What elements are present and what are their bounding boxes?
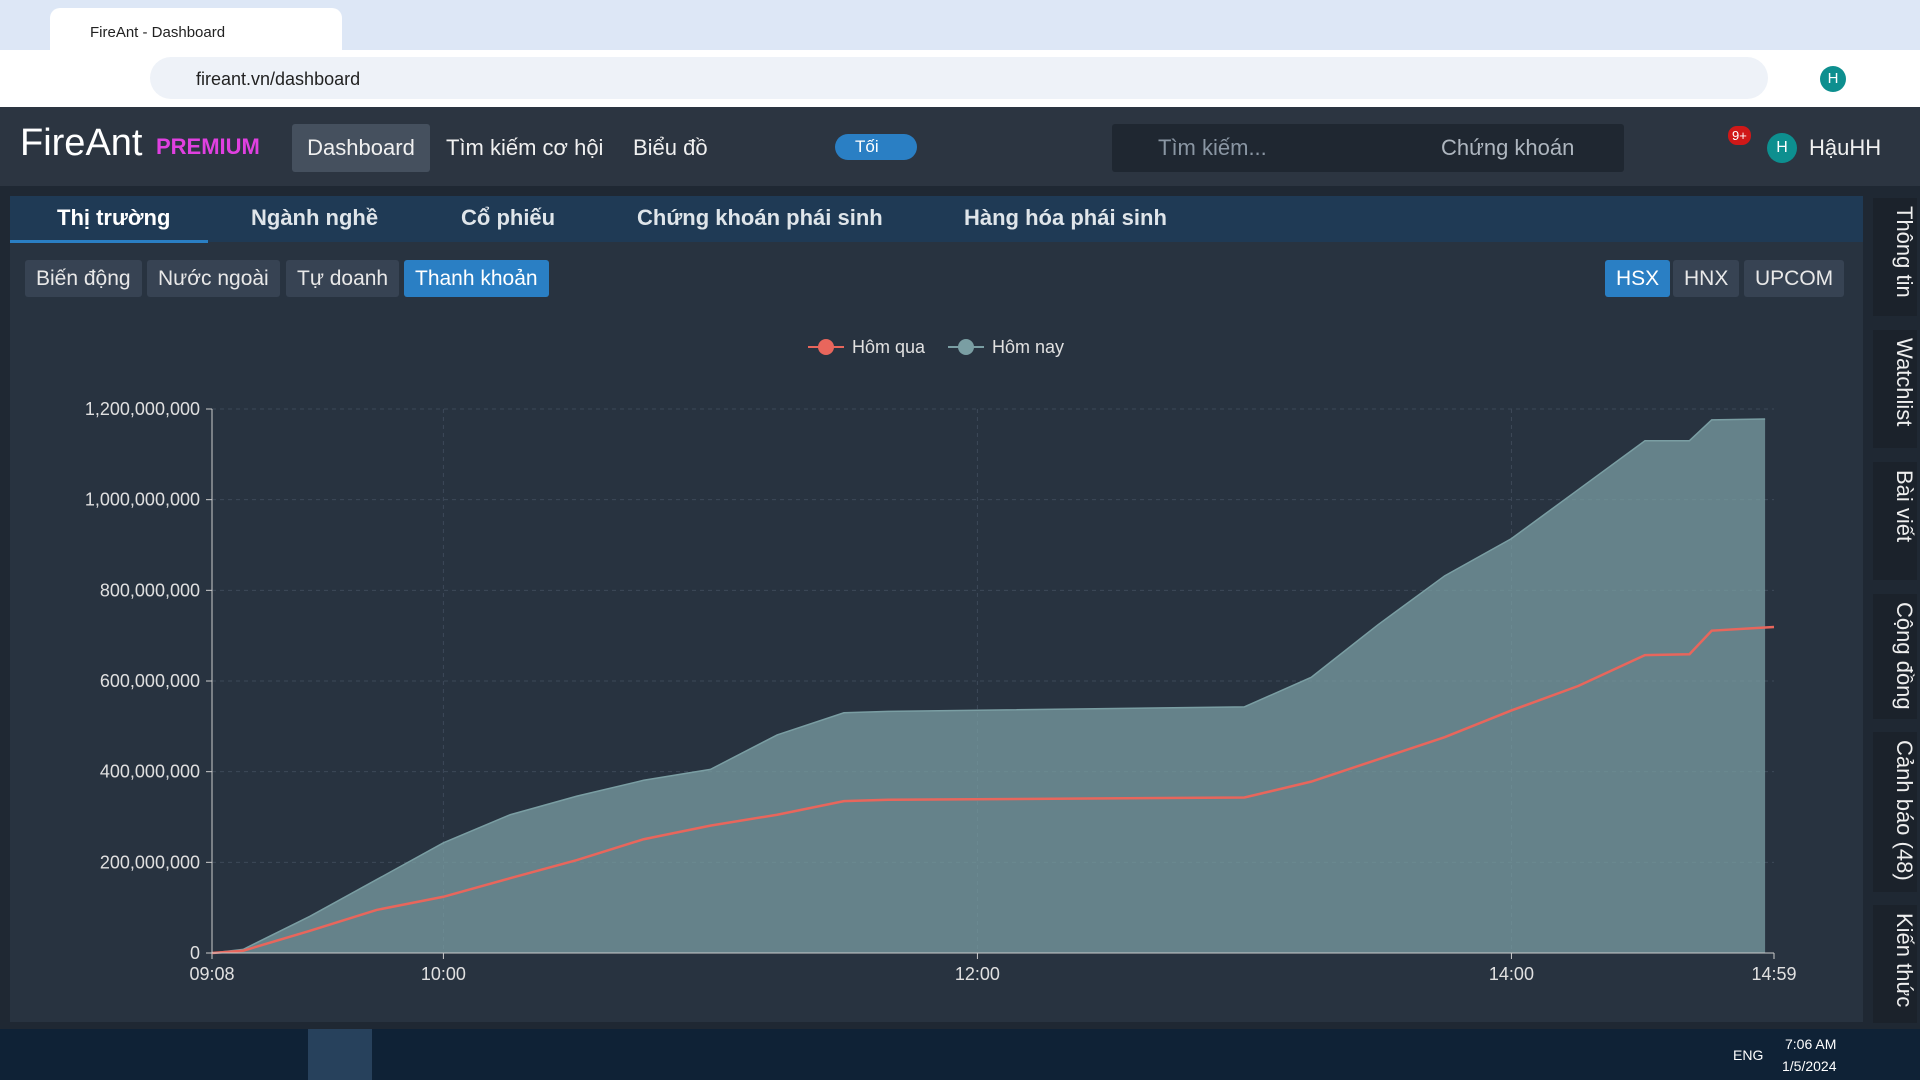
nav-item[interactable]: Dashboard [292, 124, 430, 172]
side-tab[interactable]: Bài viết [1873, 462, 1917, 580]
clock-time: 7:06 AM [1785, 1036, 1837, 1052]
notification-badge: 9+ [1728, 126, 1751, 145]
user-name[interactable]: HậuHH [1809, 135, 1882, 160]
panel-tab[interactable]: Thị trường [57, 205, 171, 230]
search-category[interactable]: Chứng khoán [1441, 135, 1575, 160]
y-tick-label: 200,000,000 [100, 852, 200, 872]
premium: PREMIUM [156, 134, 260, 159]
x-tick-label: 12:00 [955, 964, 1000, 984]
side-tab[interactable]: Watchlist [1873, 330, 1917, 448]
x-tick-label: 14:59 [1751, 964, 1796, 984]
panel-tabs [10, 196, 1863, 242]
address-bar[interactable]: fireant.vn/dashboard [150, 57, 1768, 99]
active-app[interactable] [308, 1029, 372, 1080]
x-tick-label: 14:00 [1489, 964, 1534, 984]
language: ENG [1733, 1047, 1764, 1063]
panel-tab[interactable]: Ngành nghề [251, 205, 379, 230]
y-tick-label: 0 [190, 943, 200, 963]
avatar[interactable]: H [1767, 133, 1797, 163]
taskbar [0, 1029, 1920, 1080]
panel-tab[interactable]: Hàng hóa phái sinh [964, 205, 1167, 230]
exchange[interactable]: HSX [1605, 260, 1671, 297]
y-tick-label: 1,200,000,000 [85, 399, 200, 419]
panel-tab[interactable]: Chứng khoán phái sinh [637, 205, 883, 230]
side-tab[interactable]: Thông tin [1873, 198, 1917, 316]
legend-marker [818, 339, 834, 355]
legend-marker [958, 339, 974, 355]
side-tab[interactable]: Cảnh báo (48) [1873, 732, 1917, 892]
y-tick-label: 800,000,000 [100, 580, 200, 600]
chart: 0 200,000,000 400,000,000 600,000,000 800,00… [85, 337, 1797, 984]
search-placeholder: Tìm kiếm... [1158, 135, 1267, 160]
legend-label: Hôm qua [852, 337, 926, 357]
subtab[interactable]: Tự doanh [286, 260, 400, 297]
subtab[interactable]: Thanh khoản [404, 260, 549, 297]
panel-tab[interactable]: Cổ phiếu [461, 205, 556, 230]
line [211, 625, 1775, 955]
active-tab-indicator [10, 240, 208, 243]
legend-label: Hôm nay [992, 337, 1064, 357]
exchange[interactable]: UPCOM [1744, 260, 1845, 297]
y-tick-label: 600,000,000 [100, 671, 200, 691]
x-tick-label: 10:00 [421, 964, 466, 984]
y-tick-label: 400,000,000 [100, 762, 200, 782]
profile[interactable]: H [1820, 66, 1846, 92]
logo[interactable]: FireAnt [20, 122, 143, 164]
side-tab[interactable]: Cộng đồng [1873, 594, 1917, 719]
nav-item[interactable]: Biểu đồ [633, 135, 708, 160]
area [212, 418, 1766, 953]
x-tick-label: 09:08 [189, 964, 234, 984]
y-tick-label: 1,000,000,000 [85, 490, 200, 510]
browser-tab[interactable]: FireAnt - Dashboard [50, 8, 342, 50]
exchange[interactable]: HNX [1673, 260, 1740, 297]
search-box[interactable] [1112, 124, 1624, 172]
side-tab[interactable]: Kiến thức [1873, 905, 1917, 1023]
subtab[interactable]: Nước ngoài [147, 260, 280, 297]
subtab[interactable]: Biến động [25, 260, 142, 297]
clock-date: 1/5/2024 [1782, 1058, 1837, 1074]
line [211, 418, 1766, 954]
theme-toggle[interactable]: Tối [835, 134, 917, 160]
nav-item[interactable]: Tìm kiếm cơ hội [446, 135, 604, 160]
